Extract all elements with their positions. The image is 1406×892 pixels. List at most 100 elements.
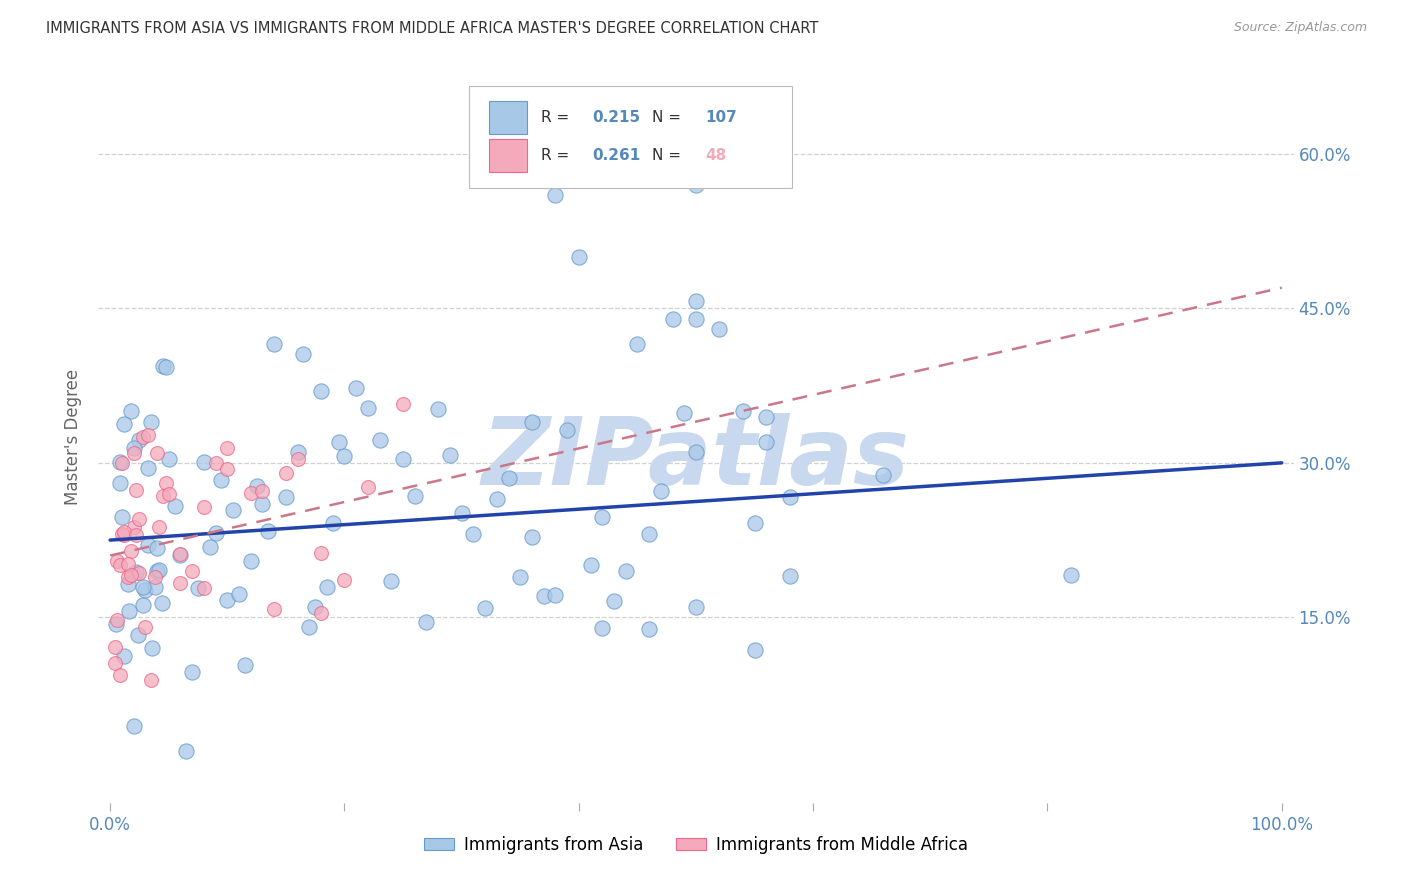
Text: Source: ZipAtlas.com: Source: ZipAtlas.com — [1233, 21, 1367, 34]
Point — [661, 311, 683, 326]
FancyBboxPatch shape — [489, 139, 527, 172]
Point — [117, 557, 139, 571]
Point — [328, 435, 350, 450]
Point — [157, 451, 180, 466]
Point — [673, 406, 696, 420]
Point — [316, 581, 339, 595]
Point — [105, 554, 128, 568]
FancyBboxPatch shape — [489, 101, 527, 134]
Point — [120, 404, 142, 418]
Point — [304, 599, 326, 614]
Point — [141, 415, 163, 429]
Point — [136, 428, 159, 442]
Point — [217, 593, 239, 607]
Point — [112, 528, 135, 542]
Point — [198, 540, 221, 554]
Point — [509, 570, 531, 584]
Point — [427, 401, 450, 416]
Text: R =: R = — [541, 110, 574, 125]
Point — [380, 574, 402, 589]
Point — [204, 456, 226, 470]
Point — [105, 614, 128, 628]
Point — [117, 576, 139, 591]
Point — [181, 564, 204, 578]
Point — [638, 526, 661, 541]
Point — [217, 461, 239, 475]
Y-axis label: Master's Degree: Master's Degree — [63, 369, 82, 505]
Point — [146, 446, 169, 460]
Point — [287, 452, 309, 467]
Text: 0.261: 0.261 — [592, 148, 640, 163]
Point — [193, 581, 215, 595]
Point — [344, 381, 367, 395]
Text: N =: N = — [652, 110, 686, 125]
Point — [122, 520, 145, 534]
Point — [450, 507, 472, 521]
Point — [744, 643, 766, 657]
Point — [174, 744, 197, 758]
Point — [252, 483, 274, 498]
Point — [439, 448, 461, 462]
Point — [555, 423, 578, 437]
Point — [134, 583, 156, 598]
Point — [568, 250, 591, 264]
Point — [211, 473, 233, 487]
Point — [181, 665, 204, 679]
Point — [626, 337, 648, 351]
Point — [685, 178, 707, 192]
Point — [274, 490, 297, 504]
Point — [111, 510, 134, 524]
FancyBboxPatch shape — [470, 86, 792, 188]
Point — [163, 499, 186, 513]
Point — [204, 525, 226, 540]
Point — [112, 648, 135, 663]
Point — [685, 599, 707, 614]
Point — [779, 490, 801, 504]
Point — [128, 566, 150, 580]
Point — [136, 538, 159, 552]
Point — [322, 516, 344, 530]
Point — [368, 433, 391, 447]
Point — [614, 564, 637, 578]
Point — [298, 620, 321, 634]
Point — [591, 621, 613, 635]
Point — [287, 445, 309, 459]
Text: N =: N = — [652, 148, 690, 163]
Point — [779, 569, 801, 583]
Point — [187, 582, 209, 596]
Point — [132, 580, 155, 594]
Point — [143, 580, 166, 594]
Point — [274, 467, 297, 481]
Point — [122, 441, 145, 455]
Point — [357, 401, 380, 415]
Point — [136, 460, 159, 475]
Point — [128, 512, 150, 526]
Point — [112, 417, 135, 431]
Legend: Immigrants from Asia, Immigrants from Middle Africa: Immigrants from Asia, Immigrants from Mi… — [418, 829, 974, 860]
Point — [650, 484, 672, 499]
Point — [333, 449, 356, 463]
Point — [685, 293, 707, 308]
Point — [148, 520, 170, 534]
Point — [392, 452, 415, 467]
Point — [193, 500, 215, 515]
Point — [169, 547, 191, 561]
Point — [125, 528, 148, 542]
Point — [239, 554, 262, 568]
Point — [233, 657, 256, 672]
Point — [309, 546, 332, 560]
Point — [520, 530, 543, 544]
Point — [603, 593, 626, 607]
Point — [104, 657, 127, 671]
Point — [141, 673, 163, 688]
Point — [125, 483, 148, 497]
Point — [309, 606, 332, 620]
Point — [150, 596, 173, 610]
Point — [117, 570, 139, 584]
Point — [731, 404, 754, 418]
Point — [120, 568, 142, 582]
Point — [141, 640, 163, 655]
Point — [544, 588, 567, 602]
Point — [152, 490, 174, 504]
Point — [579, 558, 602, 572]
